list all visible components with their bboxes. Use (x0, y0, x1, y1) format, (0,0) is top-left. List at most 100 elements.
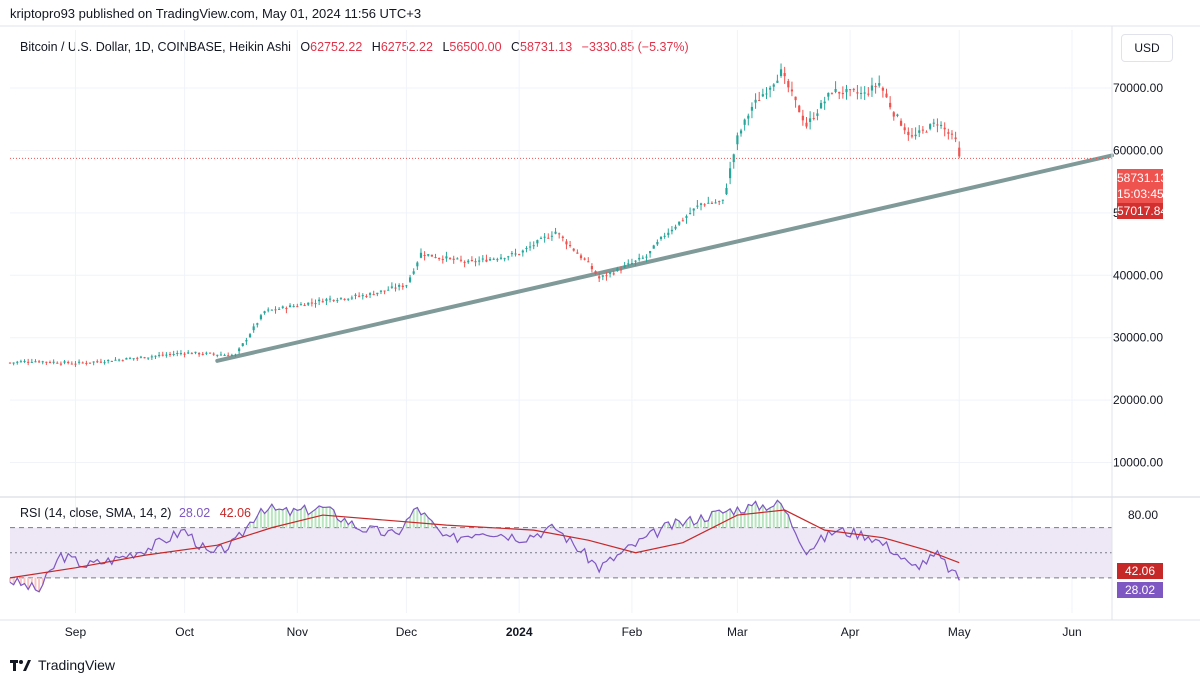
candle-body (681, 220, 684, 222)
candle-body (452, 258, 455, 260)
candle-body (703, 204, 706, 206)
candle-body (438, 257, 441, 259)
candle-body (150, 356, 153, 358)
time-tick-label: 2024 (506, 625, 533, 639)
candle-body (896, 114, 899, 116)
candle-body (372, 294, 375, 296)
candle-body (205, 352, 208, 354)
candle-body (96, 361, 99, 363)
candle-body (565, 241, 568, 245)
rsi-tag: 28.02 (1117, 582, 1163, 598)
candle-body (321, 301, 324, 303)
candle-body (561, 236, 564, 238)
candle-body (805, 122, 808, 127)
candle-body (347, 298, 350, 300)
candle-body (547, 237, 550, 239)
candle-body (416, 262, 419, 267)
candle-body (769, 87, 772, 90)
candle-body (649, 251, 652, 254)
candle-body (718, 201, 721, 203)
candle-body (368, 293, 372, 295)
candle-body (710, 202, 714, 204)
rsi-line (9, 499, 960, 593)
candle-body (521, 250, 524, 253)
candle-body (925, 131, 928, 133)
candle-body (339, 297, 343, 299)
candle-body (376, 292, 379, 295)
candle-body (103, 362, 106, 364)
candle-body (398, 285, 401, 287)
candle-body (721, 199, 724, 201)
candle-body (630, 262, 634, 264)
candle-body (918, 130, 921, 133)
price-tick-label: 60000.00 (1113, 143, 1163, 157)
candle-body (750, 106, 754, 111)
candle-body (849, 89, 852, 91)
rsi-legend-value: 28.02 (178, 506, 211, 520)
candle-body (423, 255, 426, 257)
candle-body (172, 354, 175, 356)
candle-body (856, 92, 859, 94)
time-tick-label: Jun (1062, 625, 1081, 639)
candle-body (434, 257, 437, 259)
low-value: 56500.00 (449, 40, 502, 54)
candle-body (8, 362, 12, 364)
price-tick-label: 30000.00 (1113, 331, 1163, 345)
rsi-ma-tag: 42.06 (1117, 563, 1163, 579)
candle-body (485, 259, 488, 262)
time-tick-label: Nov (287, 625, 308, 639)
tradingview-brand[interactable]: TradingView (10, 657, 115, 673)
candle-body (365, 296, 368, 298)
candle-body (714, 202, 717, 204)
candle-body (263, 311, 266, 314)
candle-body (518, 254, 521, 256)
candle-body (474, 261, 477, 263)
rsi-label: RSI (14, close, SMA, 14, 2) (20, 506, 172, 520)
candle-body (16, 361, 19, 363)
candle-body (147, 357, 150, 359)
candle-body (281, 306, 284, 308)
candle-body (336, 300, 339, 302)
candle-body (812, 118, 815, 120)
candle-body (92, 361, 95, 363)
change-value: −3330.85 (−5.37%) (581, 40, 689, 54)
candle-body (383, 290, 386, 292)
candle-body (99, 361, 103, 363)
candle-body (448, 257, 452, 259)
candle-body (790, 89, 794, 92)
candle-body (667, 232, 670, 235)
candle-body (274, 309, 277, 311)
candle-body (899, 120, 903, 126)
candle-body (503, 258, 506, 260)
candle-body (390, 286, 393, 288)
candle-body (292, 306, 295, 308)
candle-body (539, 237, 543, 239)
candle-body (943, 127, 946, 130)
candle-body (652, 245, 655, 249)
candle-body (627, 263, 630, 265)
candle-body (379, 290, 383, 292)
candle-body (874, 85, 877, 87)
rsi-ma-tag-value: 42.06 (1124, 564, 1156, 578)
candle-body (765, 93, 768, 95)
candle-body (23, 360, 26, 362)
candle-body (739, 130, 743, 134)
candle-body (234, 354, 237, 356)
candle-body (132, 358, 135, 360)
candle-body (405, 285, 408, 287)
price-tick-label: 40000.00 (1113, 268, 1163, 282)
candle-body (914, 134, 917, 137)
candle-body (241, 343, 244, 346)
candle-body (921, 129, 924, 131)
candle-body (601, 275, 604, 277)
price-tick-label: 20000.00 (1113, 393, 1163, 407)
candle-body (947, 132, 950, 134)
candle-body (70, 363, 73, 365)
currency-button[interactable]: USD (1121, 34, 1173, 62)
candle-body (612, 273, 615, 275)
candle-body (179, 353, 183, 355)
candle-body (736, 135, 739, 145)
candle-body (110, 360, 113, 362)
low-key: L (442, 40, 450, 54)
